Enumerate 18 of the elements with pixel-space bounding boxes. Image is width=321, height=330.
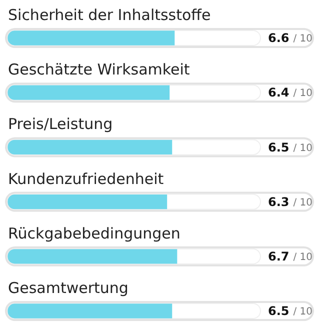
text: / 10: [293, 306, 313, 318]
y-tick-label: Kundenzufriedenheit: [8, 170, 164, 188]
text: / 10: [293, 197, 313, 208]
y-tick-label: Gesamtwertung: [8, 279, 128, 297]
data-label: 6.3: [268, 194, 290, 209]
text: / 10: [293, 88, 313, 100]
data-label: 6.5: [268, 140, 290, 154]
y-tick-label: Sicherheit der Inhaltsstoffe: [8, 6, 211, 24]
data-label: 6.7: [268, 250, 290, 264]
data-label: 6.5: [268, 304, 290, 318]
data-label: 6.4: [268, 86, 290, 100]
text: / 10: [293, 252, 313, 263]
y-tick-label: Geschätzte Wirksamkeit: [8, 60, 190, 79]
text: / 10: [293, 34, 313, 45]
y-tick-label: Preis/Leistung: [8, 115, 113, 134]
data-label: 6.6: [268, 31, 290, 46]
y-tick-label: Rückgabebedingungen: [8, 224, 180, 242]
text: / 10: [293, 142, 313, 154]
